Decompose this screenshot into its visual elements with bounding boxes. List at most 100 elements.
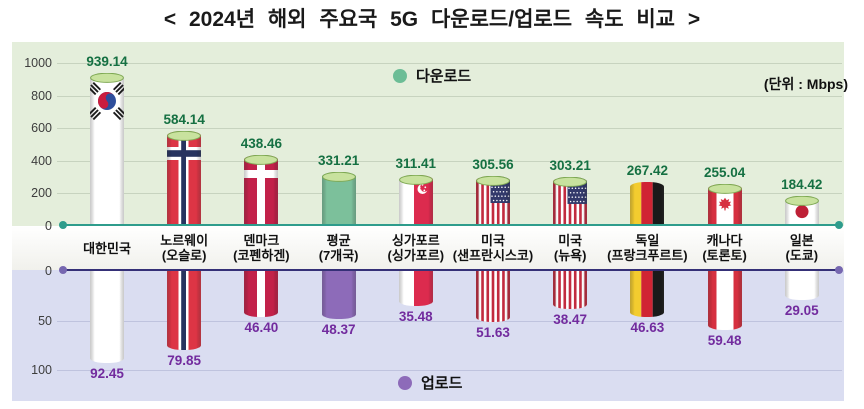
upload-value-label: 92.45 <box>90 366 124 381</box>
download-zero-axis <box>59 221 843 229</box>
category-label: 일본 (도쿄) <box>742 227 862 269</box>
download-legend-dot-icon <box>393 68 407 83</box>
upload-value-label: 51.63 <box>476 325 510 340</box>
upload-legend-label: 업로드 <box>421 375 463 392</box>
upload-axis-tick: 100 <box>31 363 52 377</box>
category-name: 노르웨이 <box>160 233 209 248</box>
download-value-label: 305.56 <box>472 157 514 172</box>
bar-download-sg-4 <box>398 174 433 226</box>
category-label-strip <box>12 226 844 270</box>
download-legend-label: 다운로드 <box>416 68 472 85</box>
category-name: 대한민국 <box>83 240 131 256</box>
bar-download-no-1 <box>167 130 202 226</box>
upload-value-label: 29.05 <box>784 303 819 318</box>
bar-download-jp-9 <box>784 195 819 226</box>
download-value-label: 267.42 <box>626 163 669 178</box>
upload-value-label: 46.40 <box>244 320 279 335</box>
bar-download-dk-2 <box>244 154 279 226</box>
bar-upload-kr-0 <box>90 271 124 363</box>
download-value-label: 331.21 <box>317 153 360 168</box>
download-axis-tick: 1000 <box>24 56 52 70</box>
legend-download: 다운로드 <box>393 65 471 86</box>
category-label: 대한민국 <box>47 227 167 269</box>
download-axis-tick: 800 <box>31 88 52 103</box>
bar-download-us-5 <box>476 175 510 226</box>
download-value-label: 303.21 <box>549 158 591 173</box>
download-value-label: 255.04 <box>703 165 746 180</box>
download-axis-tick: 400 <box>31 153 52 168</box>
download-gridline <box>57 95 842 97</box>
unit-label: (단위 : Mbps) <box>763 76 848 92</box>
upload-gridline <box>57 320 842 322</box>
download-gridline <box>57 128 842 130</box>
bar-upload-de-7 <box>630 271 665 317</box>
category-city: (코펜하겐) <box>233 248 290 263</box>
download-value-label: 584.14 <box>163 112 205 127</box>
category-label: 캐나다 (토론토) <box>665 227 785 269</box>
download-gridline <box>57 160 842 162</box>
category-name: 미국 <box>481 233 505 248</box>
download-axis-left-dot-icon <box>59 221 67 229</box>
bar-upload-us-5 <box>476 271 510 322</box>
bar-download-us-6 <box>553 176 588 226</box>
category-city: (프랑크푸르트) <box>607 248 688 263</box>
download-gridline <box>57 63 842 64</box>
category-city: (토론토) <box>702 248 747 263</box>
bar-upload-us-6 <box>553 271 588 309</box>
category-name: 일본 <box>789 233 814 248</box>
category-city: (샌프란시스코) <box>452 248 534 263</box>
category-name: 캐나다 <box>706 233 743 248</box>
legend-upload: 업로드 <box>398 372 462 393</box>
category-name: 싱가포르 <box>391 233 440 248</box>
category-label: 평균 (7개국) <box>279 227 399 269</box>
upload-value-label: 38.47 <box>553 312 588 327</box>
category-city: (도쿄) <box>785 248 819 263</box>
upload-axis-left-dot-icon <box>59 266 67 274</box>
upload-value-label: 79.85 <box>167 353 202 368</box>
upload-axis-tick: 50 <box>38 313 52 328</box>
category-label: 독일 (프랑크푸르트) <box>587 227 707 269</box>
category-name: 독일 <box>635 233 660 248</box>
category-label: 덴마크 (코펜하겐) <box>201 227 321 269</box>
upload-value-label: 59.48 <box>707 333 742 348</box>
upload-value-label: 35.48 <box>398 309 433 324</box>
category-city: (뉴욕) <box>553 248 587 263</box>
download-value-label: 311.41 <box>395 156 437 171</box>
bar-upload-avg-3 <box>321 271 356 319</box>
download-axis-tick: 200 <box>31 186 52 201</box>
download-axis-tick: 0 <box>45 219 52 233</box>
bar-download-avg-3 <box>321 171 356 226</box>
bar-download-de-7 <box>630 182 665 226</box>
bar-download-ca-8 <box>707 183 742 226</box>
download-axis-tick: 600 <box>31 121 52 136</box>
category-city: (싱가포르) <box>387 248 445 263</box>
bar-download-kr-0 <box>90 72 124 226</box>
bar-upload-sg-4 <box>398 271 433 306</box>
upload-axis-right-dot-icon <box>835 266 843 274</box>
download-axis-right-dot-icon <box>835 221 843 229</box>
bar-upload-ca-8 <box>707 271 742 330</box>
upload-axis-tick: 0 <box>45 264 52 278</box>
bar-upload-dk-2 <box>244 271 279 317</box>
category-label: 미국 (샌프란시스코) <box>433 227 553 269</box>
upload-zero-axis <box>59 266 843 274</box>
category-name: 미국 <box>558 233 583 248</box>
chart-title: < 2024년 해외 주요국 5G 다운로드/업로드 속도 비교 > <box>163 8 701 31</box>
category-label: 미국 (뉴욕) <box>510 227 630 269</box>
category-label: 싱가포르 (싱가포르) <box>356 227 476 269</box>
download-gridline <box>57 193 842 195</box>
category-name: 평균 <box>326 233 351 248</box>
upload-gridline <box>57 370 842 371</box>
category-name: 덴마크 <box>243 233 280 248</box>
category-label: 노르웨이 (오슬로) <box>124 227 244 269</box>
download-value-label: 438.46 <box>240 136 283 151</box>
category-city: (오슬로) <box>161 248 207 263</box>
bar-upload-no-1 <box>167 271 202 350</box>
bar-upload-jp-9 <box>784 271 819 300</box>
download-value-label: 939.14 <box>86 54 128 69</box>
upload-value-label: 48.37 <box>321 322 356 337</box>
download-value-label: 184.42 <box>781 177 823 192</box>
upload-value-label: 46.63 <box>630 320 665 335</box>
category-city: (7개국) <box>318 248 359 263</box>
